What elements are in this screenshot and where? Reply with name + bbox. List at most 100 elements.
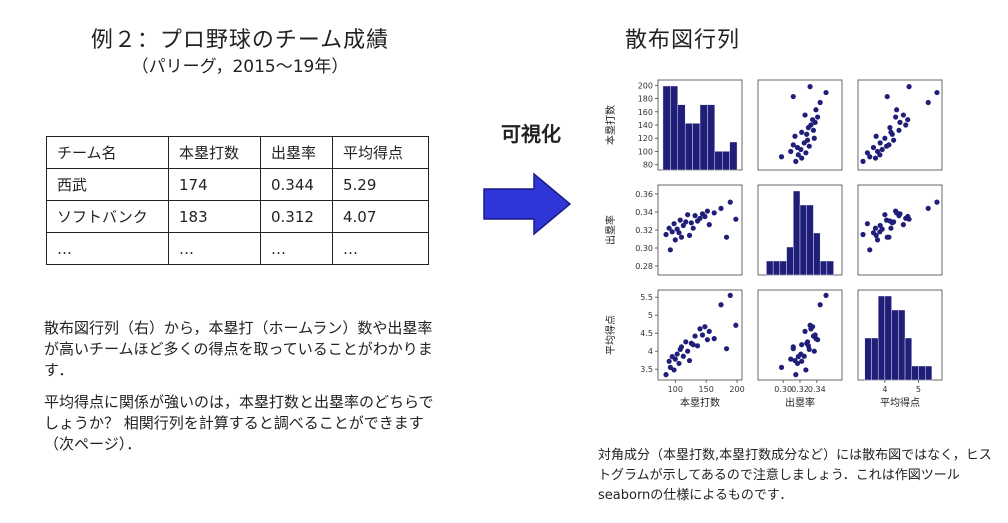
histogram-bar (699, 104, 708, 171)
data-point (663, 231, 669, 238)
data-point (702, 324, 708, 330)
data-point (864, 150, 871, 156)
histogram-bar (819, 260, 828, 276)
slide-subtitle: （パリーグ，2015～19年） (131, 57, 349, 77)
y-tick-label: 0.36 (635, 190, 653, 199)
histogram-bar (911, 365, 919, 381)
data-point (683, 339, 689, 345)
data-point (802, 112, 808, 118)
y-tick-label: 4.5 (640, 329, 653, 338)
x-tick-label: 150 (699, 385, 714, 394)
data-point (663, 372, 669, 378)
histogram-bar (904, 337, 912, 381)
x-tick-label: 0.34 (808, 385, 826, 394)
table-row: ソフトバンク 183 0.312 4.07 (46, 200, 429, 233)
x-tick-label: 4 (882, 385, 887, 394)
data-point (667, 364, 673, 370)
y-tick-label: 0.30 (635, 244, 653, 253)
y-tick-label: 200 (638, 81, 653, 90)
data-point (900, 112, 906, 118)
histogram-bar (864, 337, 872, 381)
data-point (934, 199, 940, 205)
data-point (794, 144, 801, 151)
histogram-bar (692, 123, 701, 171)
data-point (884, 234, 890, 240)
data-point (677, 217, 683, 223)
data-point (690, 342, 696, 348)
table-cell: … (332, 232, 429, 265)
histogram-bar (714, 151, 723, 171)
header-team-name: チーム名 (46, 136, 169, 169)
y-tick-label: 180 (638, 95, 653, 104)
y-axis-label: 本塁打数 (604, 105, 617, 145)
data-point (674, 351, 680, 357)
data-point (823, 89, 829, 96)
y-axis-label: 出塁率 (604, 215, 617, 245)
histogram-bar (799, 204, 807, 276)
histogram-bar (707, 104, 716, 171)
data-point (905, 117, 911, 123)
header-avg-runs: 平均得点 (332, 136, 429, 169)
data-point (692, 213, 698, 219)
table-cell: 西武 (46, 168, 169, 201)
table-cell: 183 (168, 200, 261, 233)
data-point (792, 133, 798, 139)
table-cell: … (260, 232, 333, 265)
panel-frame (657, 289, 743, 381)
data-point (799, 155, 805, 161)
data-point (697, 215, 703, 221)
panel-frame (757, 289, 843, 381)
data-point (699, 332, 706, 338)
data-point (671, 221, 677, 227)
right-arrow-icon (483, 172, 572, 236)
data-point (733, 216, 739, 222)
histogram-bar (925, 365, 933, 381)
y-tick-label: 0.34 (635, 208, 653, 217)
data-point (718, 205, 724, 211)
histogram-bar (918, 365, 926, 381)
histogram-bar (677, 104, 686, 171)
data-point (867, 247, 873, 253)
data-point (807, 84, 813, 90)
data-point (666, 225, 672, 231)
data-point (727, 292, 733, 298)
data-point (872, 225, 879, 231)
y-tick-label: 5 (648, 311, 653, 320)
slide-title: 例２：プロ野球のチーム成績 (90, 28, 390, 53)
histogram-bar (871, 337, 879, 381)
data-point (888, 129, 894, 135)
table-row: 西武 174 0.344 5.29 (46, 168, 429, 201)
data-point (711, 336, 717, 342)
data-point (887, 218, 893, 224)
header-home-runs: 本塁打数 (168, 136, 261, 169)
data-point (934, 89, 940, 96)
data-point (672, 237, 678, 243)
y-tick-label: 140 (638, 121, 653, 130)
data-point (813, 336, 819, 342)
data-point (680, 353, 686, 359)
data-point (711, 210, 717, 216)
data-point (688, 220, 694, 226)
histogram-bar (729, 141, 738, 171)
data-point (778, 364, 785, 370)
table-cell: 0.312 (260, 200, 333, 233)
table-cell: ソフトバンク (46, 200, 169, 233)
data-point (872, 155, 879, 161)
data-point (806, 143, 812, 149)
data-point (906, 216, 912, 222)
data-point (799, 358, 805, 364)
data-point (666, 358, 672, 364)
data-point (894, 107, 900, 113)
data-point (903, 122, 909, 128)
data-point (886, 142, 892, 148)
data-point (686, 232, 693, 238)
x-axis-label: 本塁打数 (680, 396, 720, 409)
data-point (802, 328, 808, 334)
header-on-base: 出塁率 (260, 136, 333, 169)
x-tick-label: 0.30 (774, 385, 792, 394)
histogram-bar (877, 295, 886, 381)
data-point (803, 150, 809, 156)
y-tick-label: 160 (638, 108, 653, 117)
data-point (704, 337, 711, 343)
data-point (676, 360, 682, 367)
